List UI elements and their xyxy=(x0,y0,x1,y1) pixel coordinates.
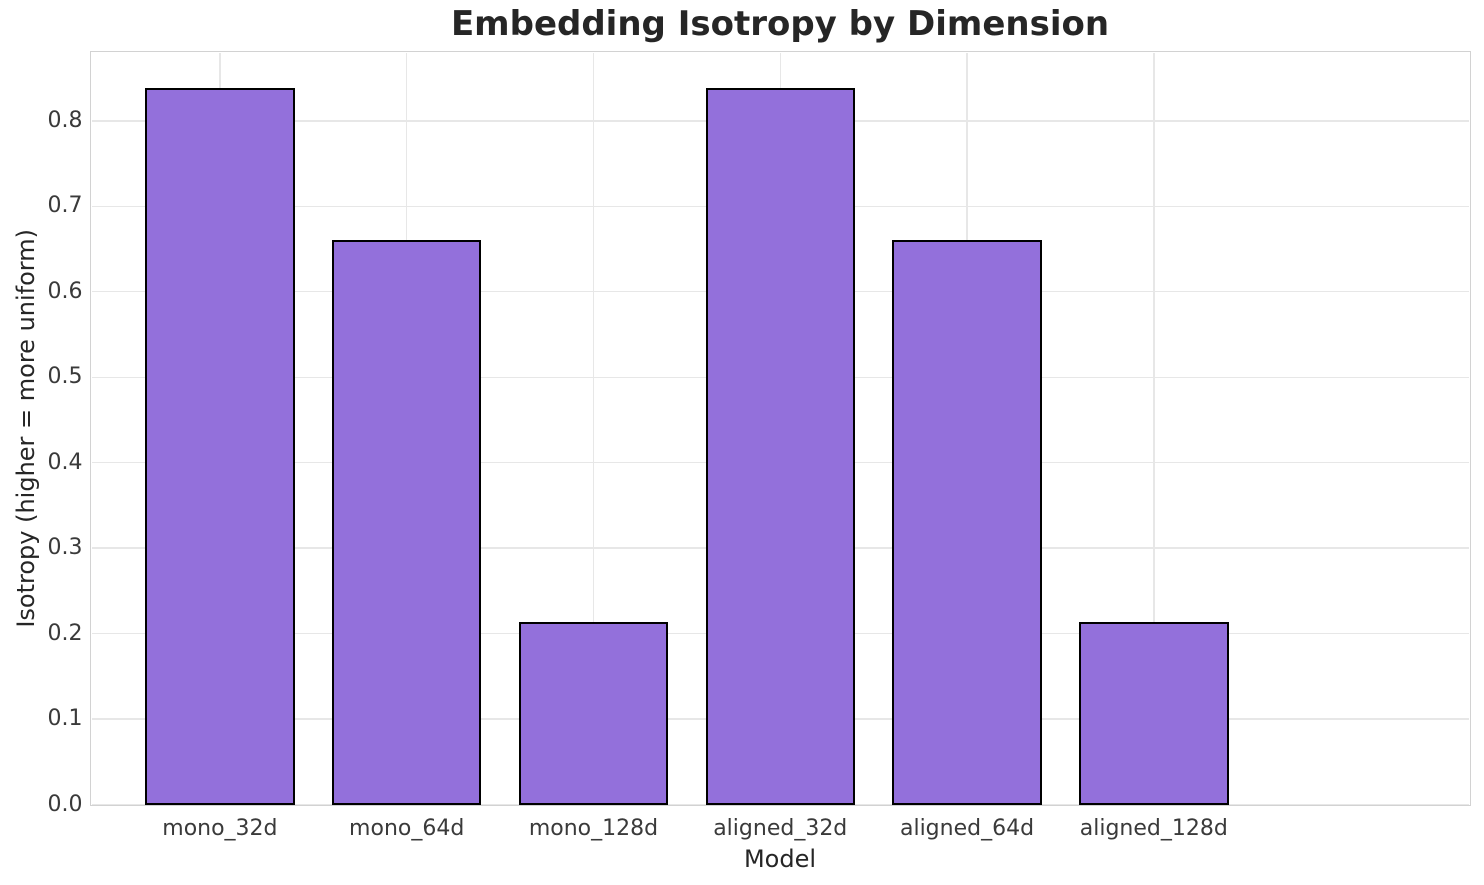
y-tick-label: 0.0 xyxy=(47,791,83,817)
x-tick-label: mono_64d xyxy=(349,815,465,841)
y-tick-label: 0.8 xyxy=(47,107,83,133)
y-tick-label: 0.2 xyxy=(47,620,83,646)
x-tick-label: mono_128d xyxy=(528,815,659,841)
y-tick-label: 0.4 xyxy=(47,449,83,475)
x-tick-label: aligned_64d xyxy=(899,815,1035,841)
y-tick-label: 0.3 xyxy=(47,535,83,561)
x-tick-label: mono_32d xyxy=(162,815,278,841)
y-tick-label: 0.1 xyxy=(47,706,83,732)
x-axis-label: Model xyxy=(743,845,817,873)
y-tick-label: 0.6 xyxy=(47,278,83,304)
bar-aligned_32d xyxy=(705,88,855,805)
v-gridline xyxy=(592,52,595,805)
chart-title: Embedding Isotropy by Dimension xyxy=(450,4,1110,44)
x-tick-label: aligned_32d xyxy=(713,815,848,841)
bar-mono_128d xyxy=(518,621,669,805)
v-gridline xyxy=(1153,52,1155,805)
y-axis-label-wrap: Isotropy (higher = more uniform) xyxy=(8,52,44,804)
y-tick-label: 0.7 xyxy=(47,193,83,219)
bar-mono_64d xyxy=(331,239,482,805)
bar-aligned_64d xyxy=(892,239,1042,805)
plot-area xyxy=(90,51,1471,806)
x-tick-label: aligned_128d xyxy=(1079,815,1228,841)
bar-mono_32d xyxy=(145,88,295,805)
y-tick-label: 0.5 xyxy=(47,364,83,390)
bar-aligned_128d xyxy=(1079,621,1229,805)
